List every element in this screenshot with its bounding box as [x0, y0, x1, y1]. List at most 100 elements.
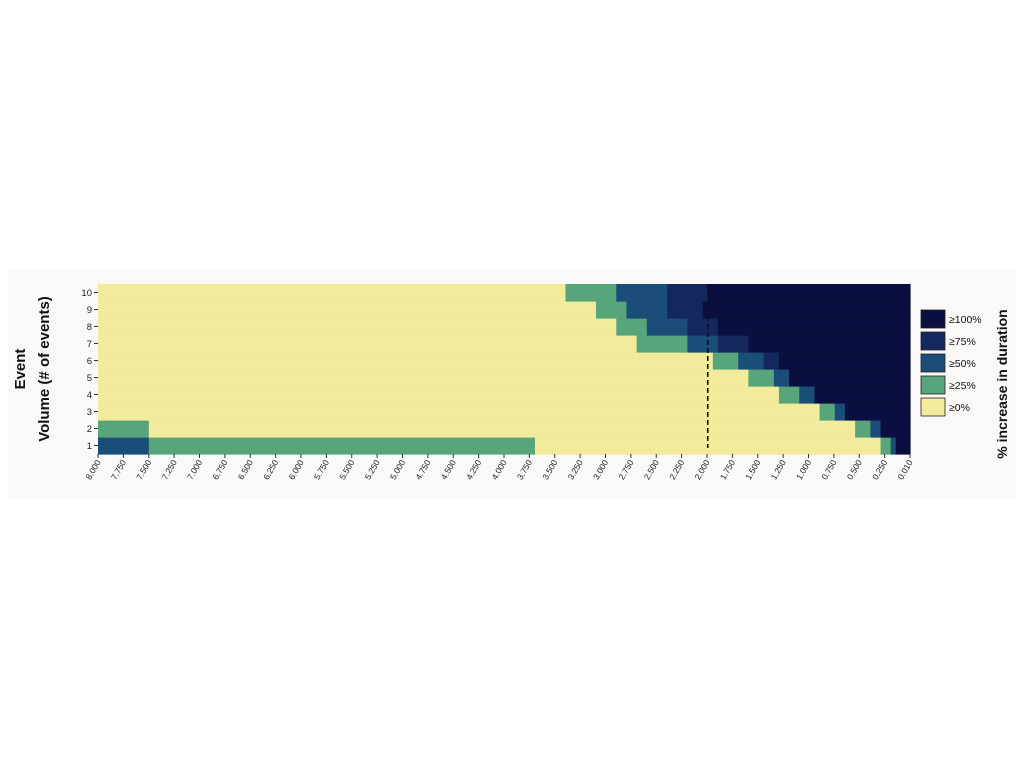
heatmap-cell: [855, 420, 871, 438]
heatmap-cell: [763, 352, 780, 370]
x-tick-label: 0.010: [895, 458, 914, 482]
heatmap-cells: [98, 284, 911, 455]
heatmap-cell: [799, 386, 816, 404]
x-tick-label: 4.500: [439, 458, 458, 482]
y-tick-label: 1: [87, 441, 92, 452]
x-tick-label: 2.500: [642, 458, 661, 482]
heatmap-cell: [636, 335, 689, 353]
x-tick-label: 4.750: [413, 458, 432, 482]
heatmap-cell: [98, 403, 821, 421]
x-tick-label: 2.750: [616, 458, 635, 482]
heatmap-cell: [98, 369, 750, 387]
heatmap-cell: [778, 352, 911, 370]
heatmap-cell: [687, 335, 719, 353]
heatmap-cell: [707, 284, 911, 302]
x-tick-label: 8.000: [83, 458, 102, 482]
x-tick-label: 1.000: [794, 458, 813, 482]
x-tick-label: 7.500: [134, 458, 153, 482]
legend-swatch: [920, 309, 946, 329]
heatmap-cell: [98, 318, 617, 336]
heatmap-cell: [844, 403, 911, 421]
heatmap-cell: [667, 301, 704, 319]
y-tick-label: 10: [81, 288, 92, 299]
x-tick-label: 6.000: [286, 458, 305, 482]
heatmap-cell: [646, 318, 689, 336]
y-tick-label: 9: [87, 305, 92, 316]
legend-swatch: [920, 331, 946, 351]
x-tick-label: 5.000: [388, 458, 407, 482]
heatmap-cell: [880, 437, 892, 455]
x-tick-label: 5.500: [337, 458, 356, 482]
heatmap-cell: [616, 318, 648, 336]
legend-title: % increase in duration: [994, 309, 1010, 458]
heatmap-cell: [738, 352, 765, 370]
heatmap-cell: [717, 335, 750, 353]
x-tick-label: 6.500: [236, 458, 255, 482]
heatmap-cell: [773, 369, 790, 387]
y-tick-label: 8: [87, 322, 92, 333]
x-tick-label: 3.000: [591, 458, 610, 482]
heatmap-cell: [98, 420, 150, 438]
y-axis: 1 2 3 4 5 6 7 8 9 10: [81, 288, 98, 452]
x-tick-label: 0.750: [819, 458, 838, 482]
legend-swatch: [920, 397, 946, 417]
heatmap-cell: [834, 403, 846, 421]
heatmap-cell: [748, 369, 775, 387]
legend-label: ≥50%: [949, 358, 976, 370]
heatmap-cell: [748, 335, 911, 353]
y-title-line-2: Volume (# of events): [36, 296, 53, 442]
y-tick-label: 7: [87, 339, 92, 350]
x-tick-label: 4.250: [464, 458, 483, 482]
x-tick-label: 5.250: [363, 458, 382, 482]
x-tick-label: 6.750: [210, 458, 229, 482]
heatmap-cell: [667, 284, 709, 302]
x-axis: 8.000 7.750 7.500 7.250 7.000 6.750 6.500 6.250…: [83, 454, 915, 482]
legend-label: ≥100%: [949, 314, 982, 326]
heatmap-cell: [789, 369, 911, 387]
heatmap-chart: Event Volume (# of events) 1 2 3 4 5 6 7 8 9 10 8.…: [12, 284, 1010, 482]
x-tick-label: 7.000: [185, 458, 204, 482]
x-tick-label: 0.250: [870, 458, 889, 482]
heatmap-cell: [98, 335, 638, 353]
heatmap-cell: [890, 437, 897, 455]
x-tick-label: 3.750: [515, 458, 534, 482]
heatmap-cell: [595, 301, 628, 319]
legend-label: ≥0%: [949, 402, 970, 414]
heatmap-cell: [687, 318, 719, 336]
heatmap-cell: [98, 284, 567, 302]
heatmap-cell: [616, 284, 668, 302]
y-tick-label: 2: [87, 424, 92, 435]
heatmap-cell: [98, 386, 780, 404]
heatmap-cell: [778, 386, 800, 404]
heatmap-cell: [717, 318, 911, 336]
y-tick-label: 4: [87, 390, 92, 401]
heatmap-cell: [98, 352, 714, 370]
x-tick-label: 7.750: [109, 458, 128, 482]
heatmap-cell: [98, 437, 150, 455]
heatmap-cell: [98, 301, 597, 319]
heatmap-cell: [880, 420, 911, 438]
legend-swatch: [920, 353, 946, 373]
heatmap-cell: [895, 437, 911, 455]
y-tick-label: 3: [87, 407, 92, 418]
y-axis-title: Event Volume (# of events): [12, 296, 53, 442]
heatmap-cell: [819, 403, 836, 421]
y-tick-label: 6: [87, 356, 92, 367]
x-tick-label: 2.250: [667, 458, 686, 482]
x-tick-label: 1.750: [718, 458, 737, 482]
heatmap-cell: [712, 352, 739, 370]
x-tick-label: 5.750: [312, 458, 331, 482]
x-tick-label: 6.250: [261, 458, 280, 482]
legend: ≥100% ≥75% ≥50% ≥25% ≥0% % increase in durati…: [920, 309, 1010, 459]
x-tick-label: 4.000: [489, 458, 508, 482]
heatmap-figure: Event Volume (# of events) 1 2 3 4 5 6 7 8 9 10 8.…: [8, 270, 1016, 498]
legend-label: ≥25%: [949, 380, 976, 392]
heatmap-cell: [148, 437, 536, 455]
y-title-line-1: Event: [12, 349, 29, 390]
heatmap-cell: [702, 301, 911, 319]
x-tick-label: 1.250: [769, 458, 788, 482]
x-tick-label: 7.250: [160, 458, 179, 482]
x-tick-label: 2.000: [692, 458, 711, 482]
y-tick-label: 5: [87, 373, 92, 384]
x-tick-label: 3.500: [540, 458, 559, 482]
